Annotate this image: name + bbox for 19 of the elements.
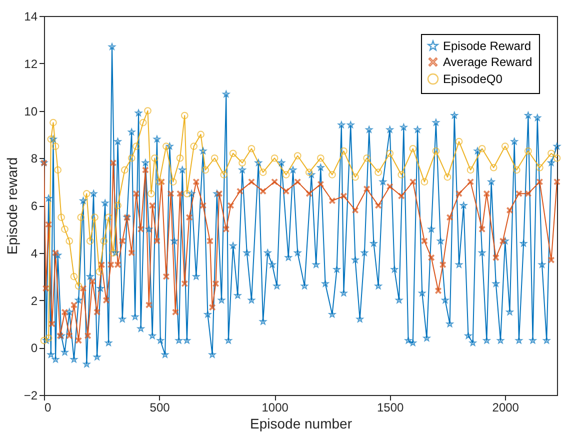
x-tick-label: 1000 xyxy=(262,400,289,414)
y-tick-label: 10 xyxy=(24,104,38,118)
x-tick-label: 500 xyxy=(150,400,170,414)
y-tick-label: −2 xyxy=(24,388,38,402)
legend-label: Average Reward xyxy=(443,55,532,69)
y-tick-label: 8 xyxy=(30,152,38,166)
legend-label: EpisodeQ0 xyxy=(443,72,503,86)
x-tick-label: 0 xyxy=(44,400,52,414)
y-tick-label: 12 xyxy=(24,56,38,71)
x-tick-label: 1500 xyxy=(376,400,404,414)
x-axis-title: Episode number xyxy=(250,416,352,432)
y-axis-title: Episode reward xyxy=(4,157,20,255)
y-tick-label: 14 xyxy=(24,10,38,24)
legend-label: Episode Reward xyxy=(443,39,532,53)
y-tick-label: 4 xyxy=(30,246,38,260)
y-tick-label: 6 xyxy=(30,199,38,213)
x-tick-label: 2000 xyxy=(492,400,520,414)
y-tick-label: 2 xyxy=(30,294,38,308)
y-tick-label: 0 xyxy=(30,341,38,356)
